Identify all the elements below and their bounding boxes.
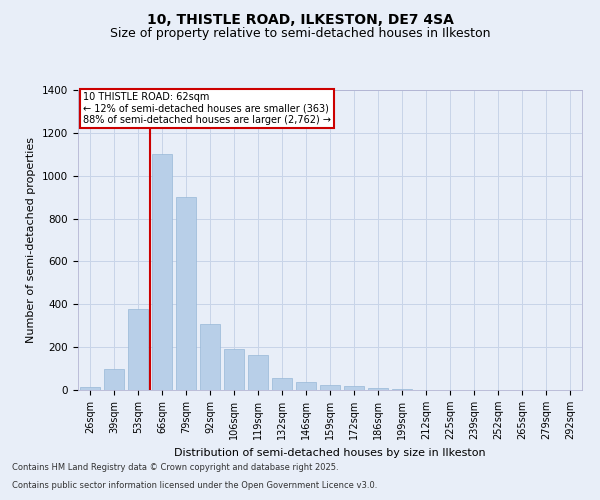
Bar (80, 387, 100, 390)
Text: Contains HM Land Registry data © Crown copyright and database right 2025.: Contains HM Land Registry data © Crown c… (12, 464, 338, 472)
Bar (224, 350, 244, 390)
Bar (296, 382, 316, 390)
X-axis label: Distribution of semi-detached houses by size in Ilkeston: Distribution of semi-detached houses by … (174, 448, 486, 458)
Bar (272, 378, 292, 390)
Bar (320, 386, 340, 390)
Bar (152, 154, 172, 390)
Text: 10, THISTLE ROAD, ILKESTON, DE7 4SA: 10, THISTLE ROAD, ILKESTON, DE7 4SA (146, 12, 454, 26)
Text: Size of property relative to semi-detached houses in Ilkeston: Size of property relative to semi-detach… (110, 28, 490, 40)
Bar (128, 308, 148, 390)
Bar (176, 197, 196, 390)
Text: 10 THISTLE ROAD: 62sqm
← 12% of semi-detached houses are smaller (363)
88% of se: 10 THISTLE ROAD: 62sqm ← 12% of semi-det… (83, 92, 331, 124)
Bar (200, 324, 220, 390)
Text: Contains public sector information licensed under the Open Government Licence v3: Contains public sector information licen… (12, 481, 377, 490)
Bar (248, 354, 268, 390)
Bar (368, 388, 388, 390)
Bar (344, 386, 364, 390)
Bar (392, 389, 412, 390)
Bar (104, 368, 124, 390)
Y-axis label: Number of semi-detached properties: Number of semi-detached properties (26, 137, 37, 343)
